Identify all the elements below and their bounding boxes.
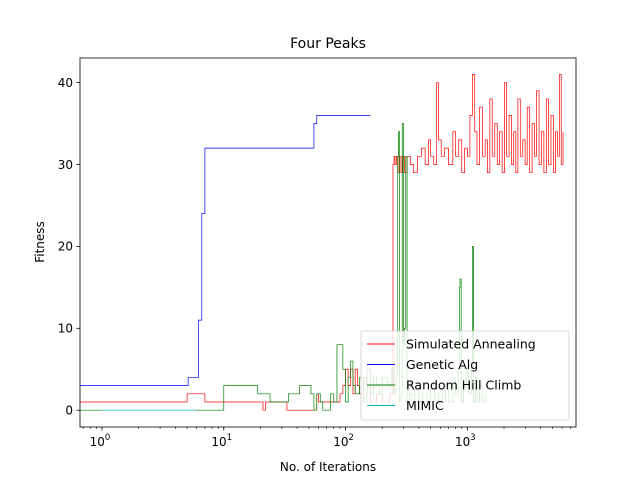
plot-area: [80, 74, 564, 411]
y-tick-label: 20: [58, 240, 73, 254]
y-tick-label: 0: [65, 404, 73, 418]
legend: Simulated Annealing Genetic Alg Random Hil…: [360, 330, 570, 421]
y-tick-label: 10: [58, 322, 73, 336]
y-axis-title: Fitness: [33, 221, 47, 263]
x-axis-title: No. of Iterations: [280, 460, 376, 474]
series-line-random-hill-climb: [80, 123, 486, 411]
y-axis: 0 10 20 30 40: [58, 76, 80, 418]
legend-label: Random Hill Climb: [406, 378, 521, 393]
y-tick-label: 30: [58, 158, 73, 172]
legend-label: Simulated Annealing: [406, 337, 536, 352]
legend-box: [360, 330, 570, 421]
plot-frame: [79, 57, 577, 428]
chart-title: Four Peaks: [290, 36, 366, 52]
series-line-genetic-alg: [80, 114, 371, 386]
y-tick-label: 40: [58, 76, 73, 90]
legend-label: MIMIC: [406, 398, 444, 413]
series-line-simulated-annealing: [80, 74, 564, 411]
legend-label: Genetic Alg: [406, 357, 478, 372]
